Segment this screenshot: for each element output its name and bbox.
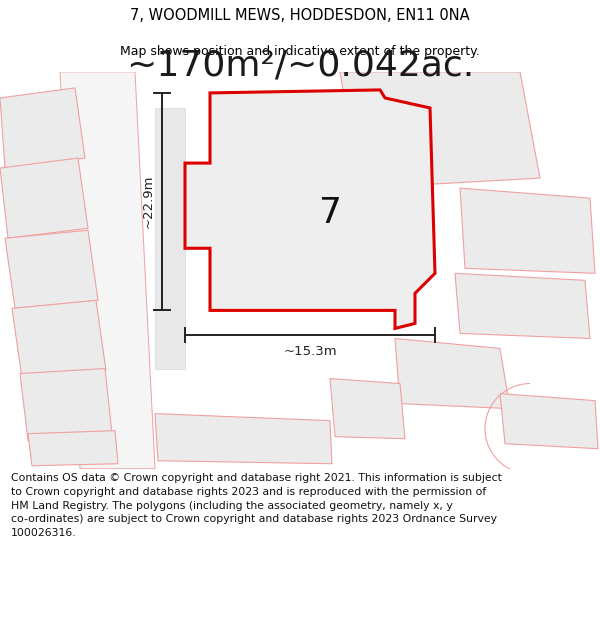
Polygon shape [5, 230, 98, 308]
Polygon shape [395, 339, 510, 409]
Text: Map shows position and indicative extent of the property.: Map shows position and indicative extent… [120, 45, 480, 58]
Polygon shape [20, 369, 112, 441]
Polygon shape [60, 72, 155, 469]
Polygon shape [330, 379, 405, 439]
Polygon shape [455, 273, 590, 339]
Polygon shape [155, 414, 332, 464]
Polygon shape [28, 431, 118, 466]
Polygon shape [155, 108, 185, 369]
Text: ~22.9m: ~22.9m [142, 175, 155, 228]
Text: Contains OS data © Crown copyright and database right 2021. This information is : Contains OS data © Crown copyright and d… [11, 474, 502, 538]
Text: ~15.3m: ~15.3m [283, 345, 337, 358]
Polygon shape [0, 158, 88, 238]
Polygon shape [500, 394, 598, 449]
Polygon shape [0, 88, 85, 168]
Polygon shape [340, 72, 540, 188]
Polygon shape [460, 188, 595, 273]
Polygon shape [185, 90, 435, 329]
Text: ~170m²/~0.042ac.: ~170m²/~0.042ac. [126, 49, 474, 83]
Text: 7, WOODMILL MEWS, HODDESDON, EN11 0NA: 7, WOODMILL MEWS, HODDESDON, EN11 0NA [130, 8, 470, 23]
Polygon shape [12, 301, 106, 379]
Text: 7: 7 [319, 196, 341, 230]
Polygon shape [265, 133, 420, 258]
